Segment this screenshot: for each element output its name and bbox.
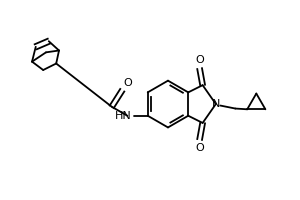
Text: O: O bbox=[195, 143, 204, 153]
Text: HN: HN bbox=[115, 111, 131, 121]
Text: N: N bbox=[212, 99, 220, 109]
Text: O: O bbox=[124, 78, 133, 88]
Text: O: O bbox=[195, 55, 204, 65]
